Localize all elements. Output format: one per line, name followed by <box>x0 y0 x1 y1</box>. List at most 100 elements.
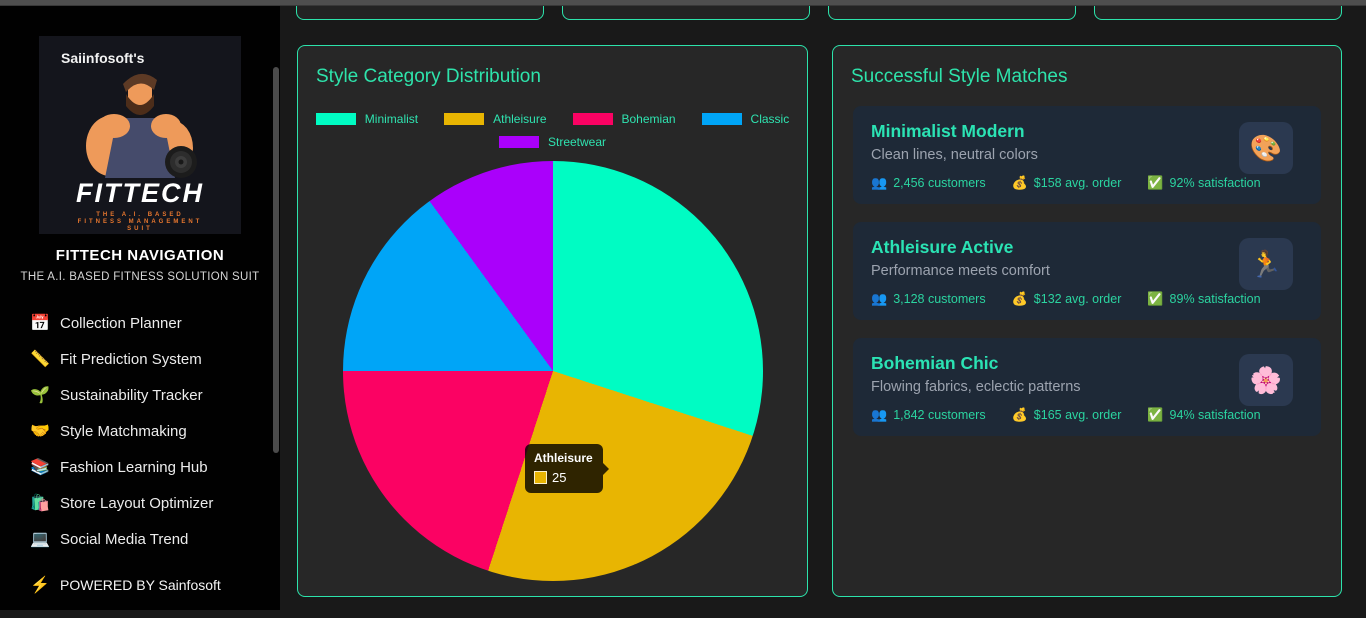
tooltip-swatch <box>534 471 547 484</box>
sidebar-item-style-matchmaking[interactable]: 🤝 Style Matchmaking <box>30 413 280 449</box>
people-icon: 👥 <box>871 407 888 422</box>
chart-legend: Minimalist Athleisure Bohemian Classic S… <box>298 112 807 149</box>
tooltip-label: Athleisure <box>534 451 593 465</box>
chart-panel-title: Style Category Distribution <box>316 66 541 87</box>
legend-label: Streetwear <box>547 135 607 149</box>
logo-tagline: THE A.I. BASED FITNESS MANAGEMENT SUIT <box>39 212 241 233</box>
logo-brand-prefix: Saiinfosoft's <box>61 50 145 66</box>
sidebar-item-label: Fashion Learning Hub <box>60 458 208 476</box>
sidebar-item-fashion-learning-hub[interactable]: 📚 Fashion Learning Hub <box>30 449 280 485</box>
runner-icon: 🏃 <box>1239 238 1293 290</box>
fittech-logo: Saiinfosoft's FITTECH THE A.I. BASED FIT… <box>39 36 241 234</box>
sidebar-item-fit-prediction[interactable]: 📏 Fit Prediction System <box>30 341 280 377</box>
logo-tagline-line2: FITNESS MANAGEMENT <box>77 219 203 225</box>
match-item-minimalist-modern: Minimalist Modern Clean lines, neutral c… <box>853 106 1321 204</box>
match-description: Flowing fabrics, eclectic patterns <box>871 379 1081 395</box>
handshake-icon: 🤝 <box>30 423 50 440</box>
shopping-bags-icon: 🛍️ <box>30 495 50 512</box>
chart-tooltip: Athleisure 25 <box>525 444 609 493</box>
customers-stat: 👥 3,128 customers <box>871 291 986 307</box>
satisfaction-value: 94% satisfaction <box>1169 408 1261 422</box>
tooltip-row: 25 <box>534 470 593 485</box>
satisfaction-value: 92% satisfaction <box>1169 176 1261 190</box>
legend-swatch-classic <box>701 113 742 125</box>
sidebar-item-label: Store Layout Optimizer <box>60 494 214 512</box>
check-mark-icon: ✅ <box>1147 175 1164 190</box>
lightning-icon: ⚡ <box>30 577 50 594</box>
avg-order-stat: 💰 $158 avg. order <box>1012 175 1122 191</box>
calendar-icon: 📅 <box>30 315 50 332</box>
match-stats: 👥 2,456 customers 💰 $158 avg. order ✅ 92… <box>871 175 1303 191</box>
legend-entry-classic[interactable]: Classic <box>701 112 789 126</box>
avg-order-stat: 💰 $132 avg. order <box>1012 291 1122 307</box>
avg-order-value: $132 avg. order <box>1033 292 1122 306</box>
money-bag-icon: 💰 <box>1011 291 1028 306</box>
customers-stat: 👥 1,842 customers <box>871 407 986 423</box>
check-mark-icon: ✅ <box>1147 407 1164 422</box>
pie-chart[interactable] <box>343 161 763 581</box>
legend-swatch-bohemian <box>572 113 613 125</box>
tooltip-caret <box>602 462 609 475</box>
sidebar: Saiinfosoft's FITTECH THE A.I. BASED FIT… <box>0 6 280 610</box>
legend-label: Minimalist <box>364 112 419 126</box>
logo-tagline-line1: THE A.I. BASED <box>96 212 184 218</box>
sidebar-item-label: Collection Planner <box>60 314 182 332</box>
match-name: Minimalist Modern <box>871 121 1025 141</box>
legend-swatch-athleisure <box>444 113 485 125</box>
money-bag-icon: 💰 <box>1011 407 1028 422</box>
sidebar-title: FITTECH NAVIGATION <box>55 247 225 264</box>
legend-entry-streetwear[interactable]: Streetwear <box>498 135 607 149</box>
matches-panel-title: Successful Style Matches <box>851 66 1068 87</box>
legend-row-2: Streetwear <box>498 135 607 149</box>
muscleman-dumbbell-illustration <box>86 73 197 178</box>
avg-order-stat: 💰 $165 avg. order <box>1012 407 1122 423</box>
powered-by-label: POWERED BY Sainfosoft <box>60 577 221 593</box>
sidebar-item-label: Style Matchmaking <box>60 422 187 440</box>
satisfaction-stat: ✅ 89% satisfaction <box>1147 291 1260 307</box>
check-mark-icon: ✅ <box>1147 291 1164 306</box>
seedling-icon: 🌱 <box>30 387 50 404</box>
match-list: Minimalist Modern Clean lines, neutral c… <box>853 106 1321 436</box>
sidebar-subtitle: THE A.I. BASED FITNESS SOLUTION SUIT <box>20 271 260 283</box>
tooltip-value: 25 <box>552 470 567 485</box>
avg-order-value: $158 avg. order <box>1033 176 1122 190</box>
match-item-athleisure-active: Athleisure Active Performance meets comf… <box>853 222 1321 320</box>
laptop-icon: 💻 <box>30 531 50 548</box>
books-icon: 📚 <box>30 459 50 476</box>
ruler-icon: 📏 <box>30 351 50 368</box>
people-icon: 👥 <box>871 175 888 190</box>
cherry-blossom-icon: 🌸 <box>1239 354 1293 406</box>
legend-swatch-streetwear <box>498 136 539 148</box>
people-icon: 👥 <box>871 291 888 306</box>
satisfaction-stat: ✅ 94% satisfaction <box>1147 407 1260 423</box>
sidebar-item-label: Social Media Trend <box>60 530 189 548</box>
powered-by: ⚡ POWERED BY Sainfosoft <box>0 567 280 603</box>
sidebar-item-collection-planner[interactable]: 📅 Collection Planner <box>30 305 280 341</box>
style-distribution-panel: Style Category Distribution Minimalist A… <box>297 45 808 597</box>
customers-value: 1,842 customers <box>893 408 986 422</box>
logo-tagline-line3: SUIT <box>127 226 153 232</box>
legend-entry-minimalist[interactable]: Minimalist <box>315 112 419 126</box>
sidebar-scrollbar-thumb[interactable] <box>273 67 279 453</box>
customers-value: 3,128 customers <box>893 292 986 306</box>
style-matches-panel: Successful Style Matches Minimalist Mode… <box>832 45 1342 597</box>
satisfaction-value: 89% satisfaction <box>1169 292 1261 306</box>
palette-icon: 🎨 <box>1239 122 1293 174</box>
match-description: Clean lines, neutral colors <box>871 147 1038 163</box>
sidebar-nav: 📅 Collection Planner 📏 Fit Prediction Sy… <box>0 305 280 557</box>
sidebar-item-social-media-trend[interactable]: 💻 Social Media Trend <box>30 521 280 557</box>
match-stats: 👥 3,128 customers 💰 $132 avg. order ✅ 89… <box>871 291 1303 307</box>
sidebar-item-store-layout-optimizer[interactable]: 🛍️ Store Layout Optimizer <box>30 485 280 521</box>
customers-stat: 👥 2,456 customers <box>871 175 986 191</box>
sidebar-item-label: Fit Prediction System <box>60 350 202 368</box>
match-item-bohemian-chic: Bohemian Chic Flowing fabrics, eclectic … <box>853 338 1321 436</box>
legend-label: Athleisure <box>493 112 547 126</box>
top-scrollbar-track[interactable] <box>0 0 1366 6</box>
customers-value: 2,456 customers <box>893 176 986 190</box>
match-description: Performance meets comfort <box>871 263 1050 279</box>
legend-entry-bohemian[interactable]: Bohemian <box>572 112 676 126</box>
avg-order-value: $165 avg. order <box>1033 408 1122 422</box>
sidebar-item-sustainability-tracker[interactable]: 🌱 Sustainability Tracker <box>30 377 280 413</box>
legend-label: Bohemian <box>621 112 676 126</box>
legend-entry-athleisure[interactable]: Athleisure <box>444 112 547 126</box>
